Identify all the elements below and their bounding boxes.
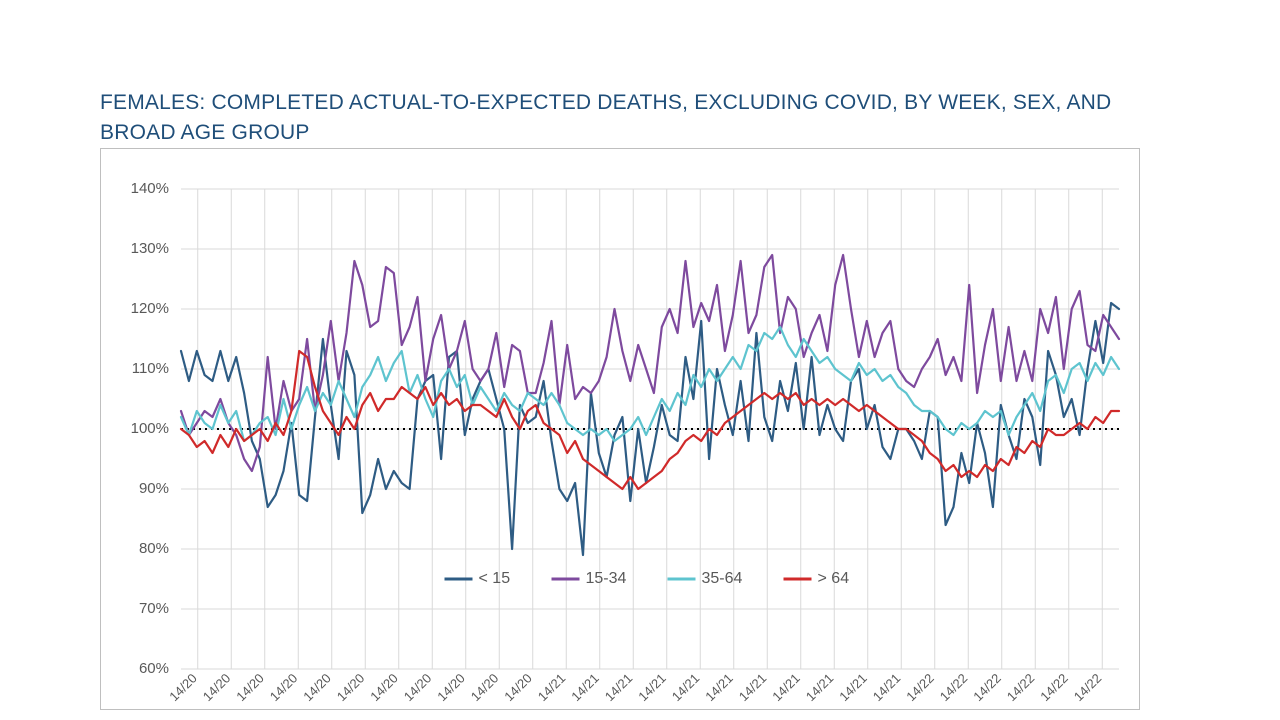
svg-text:14/20: 14/20 [166, 671, 200, 705]
svg-text:70%: 70% [139, 600, 169, 617]
svg-text:14/20: 14/20 [334, 671, 368, 705]
svg-text:14/21: 14/21 [669, 671, 703, 705]
svg-text:100%: 100% [131, 420, 169, 437]
svg-text:14/20: 14/20 [300, 671, 334, 705]
svg-text:14/22: 14/22 [1037, 671, 1071, 705]
svg-text:14/20: 14/20 [401, 671, 435, 705]
svg-text:90%: 90% [139, 480, 169, 497]
legend-label-0: < 15 [479, 570, 511, 587]
svg-text:130%: 130% [131, 240, 169, 257]
svg-text:14/20: 14/20 [233, 671, 267, 705]
svg-text:14/21: 14/21 [769, 671, 803, 705]
svg-text:14/21: 14/21 [568, 671, 602, 705]
svg-text:60%: 60% [139, 660, 169, 677]
chart-title: FEMALES: COMPLETED ACTUAL-TO-EXPECTED DE… [100, 88, 1140, 148]
svg-text:80%: 80% [139, 540, 169, 557]
svg-text:14/21: 14/21 [870, 671, 904, 705]
plot-area: 60%70%80%90%100%110%120%130%140%14/2014/… [100, 148, 1140, 710]
svg-text:14/22: 14/22 [937, 671, 971, 705]
chart-svg: 60%70%80%90%100%110%120%130%140%14/2014/… [101, 149, 1139, 709]
svg-text:14/21: 14/21 [803, 671, 837, 705]
legend-label-2: 35-64 [702, 570, 743, 587]
svg-text:14/22: 14/22 [1004, 671, 1038, 705]
svg-text:14/20: 14/20 [367, 671, 401, 705]
svg-text:14/22: 14/22 [1071, 671, 1105, 705]
svg-text:110%: 110% [132, 360, 169, 377]
svg-text:14/21: 14/21 [535, 671, 569, 705]
svg-text:120%: 120% [131, 300, 169, 317]
legend-label-1: 15-34 [586, 570, 627, 587]
svg-text:14/20: 14/20 [468, 671, 502, 705]
svg-text:140%: 140% [131, 180, 169, 197]
svg-text:14/21: 14/21 [836, 671, 870, 705]
svg-text:14/21: 14/21 [635, 671, 669, 705]
svg-text:14/20: 14/20 [200, 671, 234, 705]
svg-text:14/21: 14/21 [702, 671, 736, 705]
svg-text:14/22: 14/22 [903, 671, 937, 705]
svg-text:14/22: 14/22 [970, 671, 1004, 705]
svg-text:14/20: 14/20 [267, 671, 301, 705]
svg-text:14/21: 14/21 [736, 671, 770, 705]
legend-label-3: > 64 [818, 570, 850, 587]
svg-text:14/21: 14/21 [602, 671, 636, 705]
series-1 [181, 255, 1119, 471]
svg-text:14/20: 14/20 [501, 671, 535, 705]
svg-text:14/20: 14/20 [434, 671, 468, 705]
